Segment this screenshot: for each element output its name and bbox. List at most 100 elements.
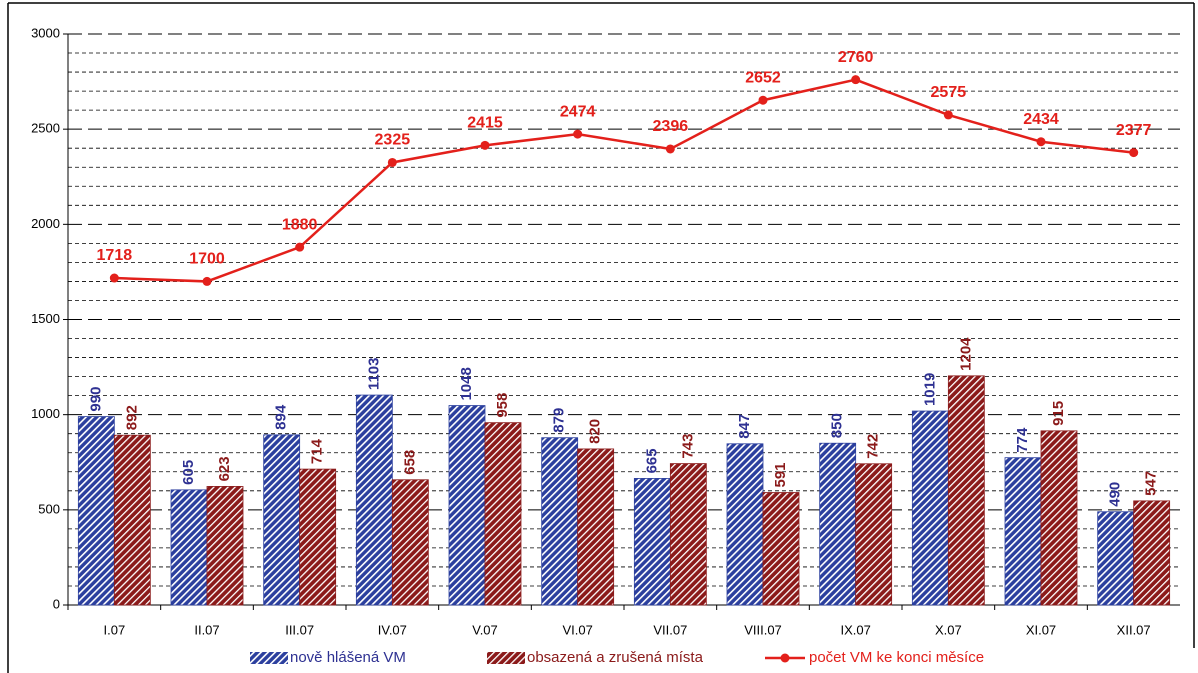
x-tick-label: VII.07: [653, 622, 687, 637]
data-label: 2415: [467, 115, 503, 132]
bar: [391, 479, 429, 606]
legend-label: nově hlášená VM: [290, 649, 406, 666]
bar: [77, 416, 115, 606]
x-tick-label: X.07: [935, 622, 962, 637]
point: [573, 129, 583, 139]
y-tick-label: 2000: [31, 216, 60, 231]
data-label: 1204: [957, 337, 974, 371]
x-tick-label: IX.07: [840, 622, 870, 637]
data-label: 1718: [97, 247, 133, 264]
bar: [669, 463, 707, 606]
point: [480, 140, 490, 150]
data-label: 1103: [365, 358, 382, 391]
data-label: 958: [494, 393, 511, 418]
y-tick-label: 500: [38, 501, 60, 516]
x-tick-label: I.07: [103, 622, 125, 637]
bar: [947, 375, 985, 606]
x-tick-label: II.07: [194, 622, 219, 637]
point: [1129, 148, 1139, 158]
point: [851, 75, 861, 85]
data-label: 2575: [931, 84, 967, 101]
bar: [1040, 430, 1078, 606]
y-tick-label: 3000: [31, 25, 60, 40]
legend-label: obsazená a zrušená místa: [527, 649, 704, 666]
data-label: 623: [216, 456, 233, 481]
data-label: 2325: [375, 132, 411, 149]
bar: [911, 410, 949, 606]
data-label: 714: [309, 438, 326, 464]
line: [114, 78, 1134, 283]
bar: [299, 468, 337, 606]
data-label: 990: [87, 387, 104, 412]
legend-swatch: [250, 652, 288, 664]
data-label: 665: [643, 448, 660, 473]
point: [202, 276, 212, 286]
data-label: 743: [679, 434, 696, 459]
legend-swatch: [487, 652, 525, 664]
bar: [263, 434, 301, 606]
bar: [206, 486, 244, 606]
bar: [484, 422, 522, 606]
point: [109, 273, 119, 283]
point: [943, 110, 953, 120]
frame: [7, 2, 1195, 673]
legend-swatch: [780, 653, 790, 663]
x-tick-label: XII.07: [1117, 622, 1151, 637]
data-label: 2434: [1023, 111, 1059, 128]
bar: [1097, 511, 1135, 606]
bar: [819, 442, 857, 606]
legend-label: počet VM ke konci měsíce: [809, 649, 984, 666]
data-label: 591: [772, 462, 789, 487]
x-tick-label: XI.07: [1026, 622, 1056, 637]
point: [387, 157, 397, 167]
x-tick-label: VIII.07: [744, 622, 782, 637]
data-label: 742: [865, 434, 882, 459]
data-label: 847: [736, 414, 753, 439]
point: [295, 242, 305, 252]
data-label: 2474: [560, 103, 596, 120]
data-label: 1048: [458, 367, 475, 400]
data-label: 879: [551, 408, 568, 433]
data-label: 850: [829, 413, 846, 438]
bar: [762, 492, 800, 606]
bar: [1004, 457, 1042, 606]
data-label: 774: [1014, 427, 1031, 453]
y-tick-label: 0: [53, 596, 60, 611]
bar: [541, 437, 579, 606]
data-label: 915: [1050, 401, 1067, 426]
data-label: 2760: [838, 49, 874, 66]
bar: [577, 448, 615, 606]
data-label: 892: [123, 405, 140, 430]
y-tick-label: 1000: [31, 406, 60, 421]
x-tick-label: V.07: [472, 622, 498, 637]
data-label: 1880: [282, 216, 318, 233]
bar: [448, 405, 486, 606]
point: [758, 95, 768, 105]
data-label: 820: [587, 419, 604, 444]
y-tick-label: 1500: [31, 311, 60, 326]
data-label: 2377: [1116, 122, 1152, 139]
data-label: 658: [401, 450, 418, 475]
data-label: 1019: [921, 373, 938, 406]
point: [665, 144, 675, 154]
y-tick-label: 2500: [31, 121, 60, 136]
data-label: 547: [1143, 471, 1160, 496]
data-label: 894: [273, 404, 290, 430]
x-tick-label: IV.07: [378, 622, 407, 637]
point: [1036, 137, 1046, 147]
data-label: 2652: [745, 69, 781, 86]
bar: [1133, 500, 1171, 606]
data-label: 2396: [653, 118, 689, 135]
data-label: 1700: [189, 251, 225, 268]
data-label: 605: [180, 460, 197, 485]
bar: [726, 443, 764, 606]
bar: [855, 463, 893, 606]
data-label: 490: [1107, 482, 1124, 507]
x-tick-label: VI.07: [562, 622, 592, 637]
bar: [633, 478, 671, 606]
x-tick-label: III.07: [285, 622, 314, 637]
bar: [170, 489, 208, 606]
bar: [113, 434, 151, 606]
bar: [355, 394, 393, 606]
